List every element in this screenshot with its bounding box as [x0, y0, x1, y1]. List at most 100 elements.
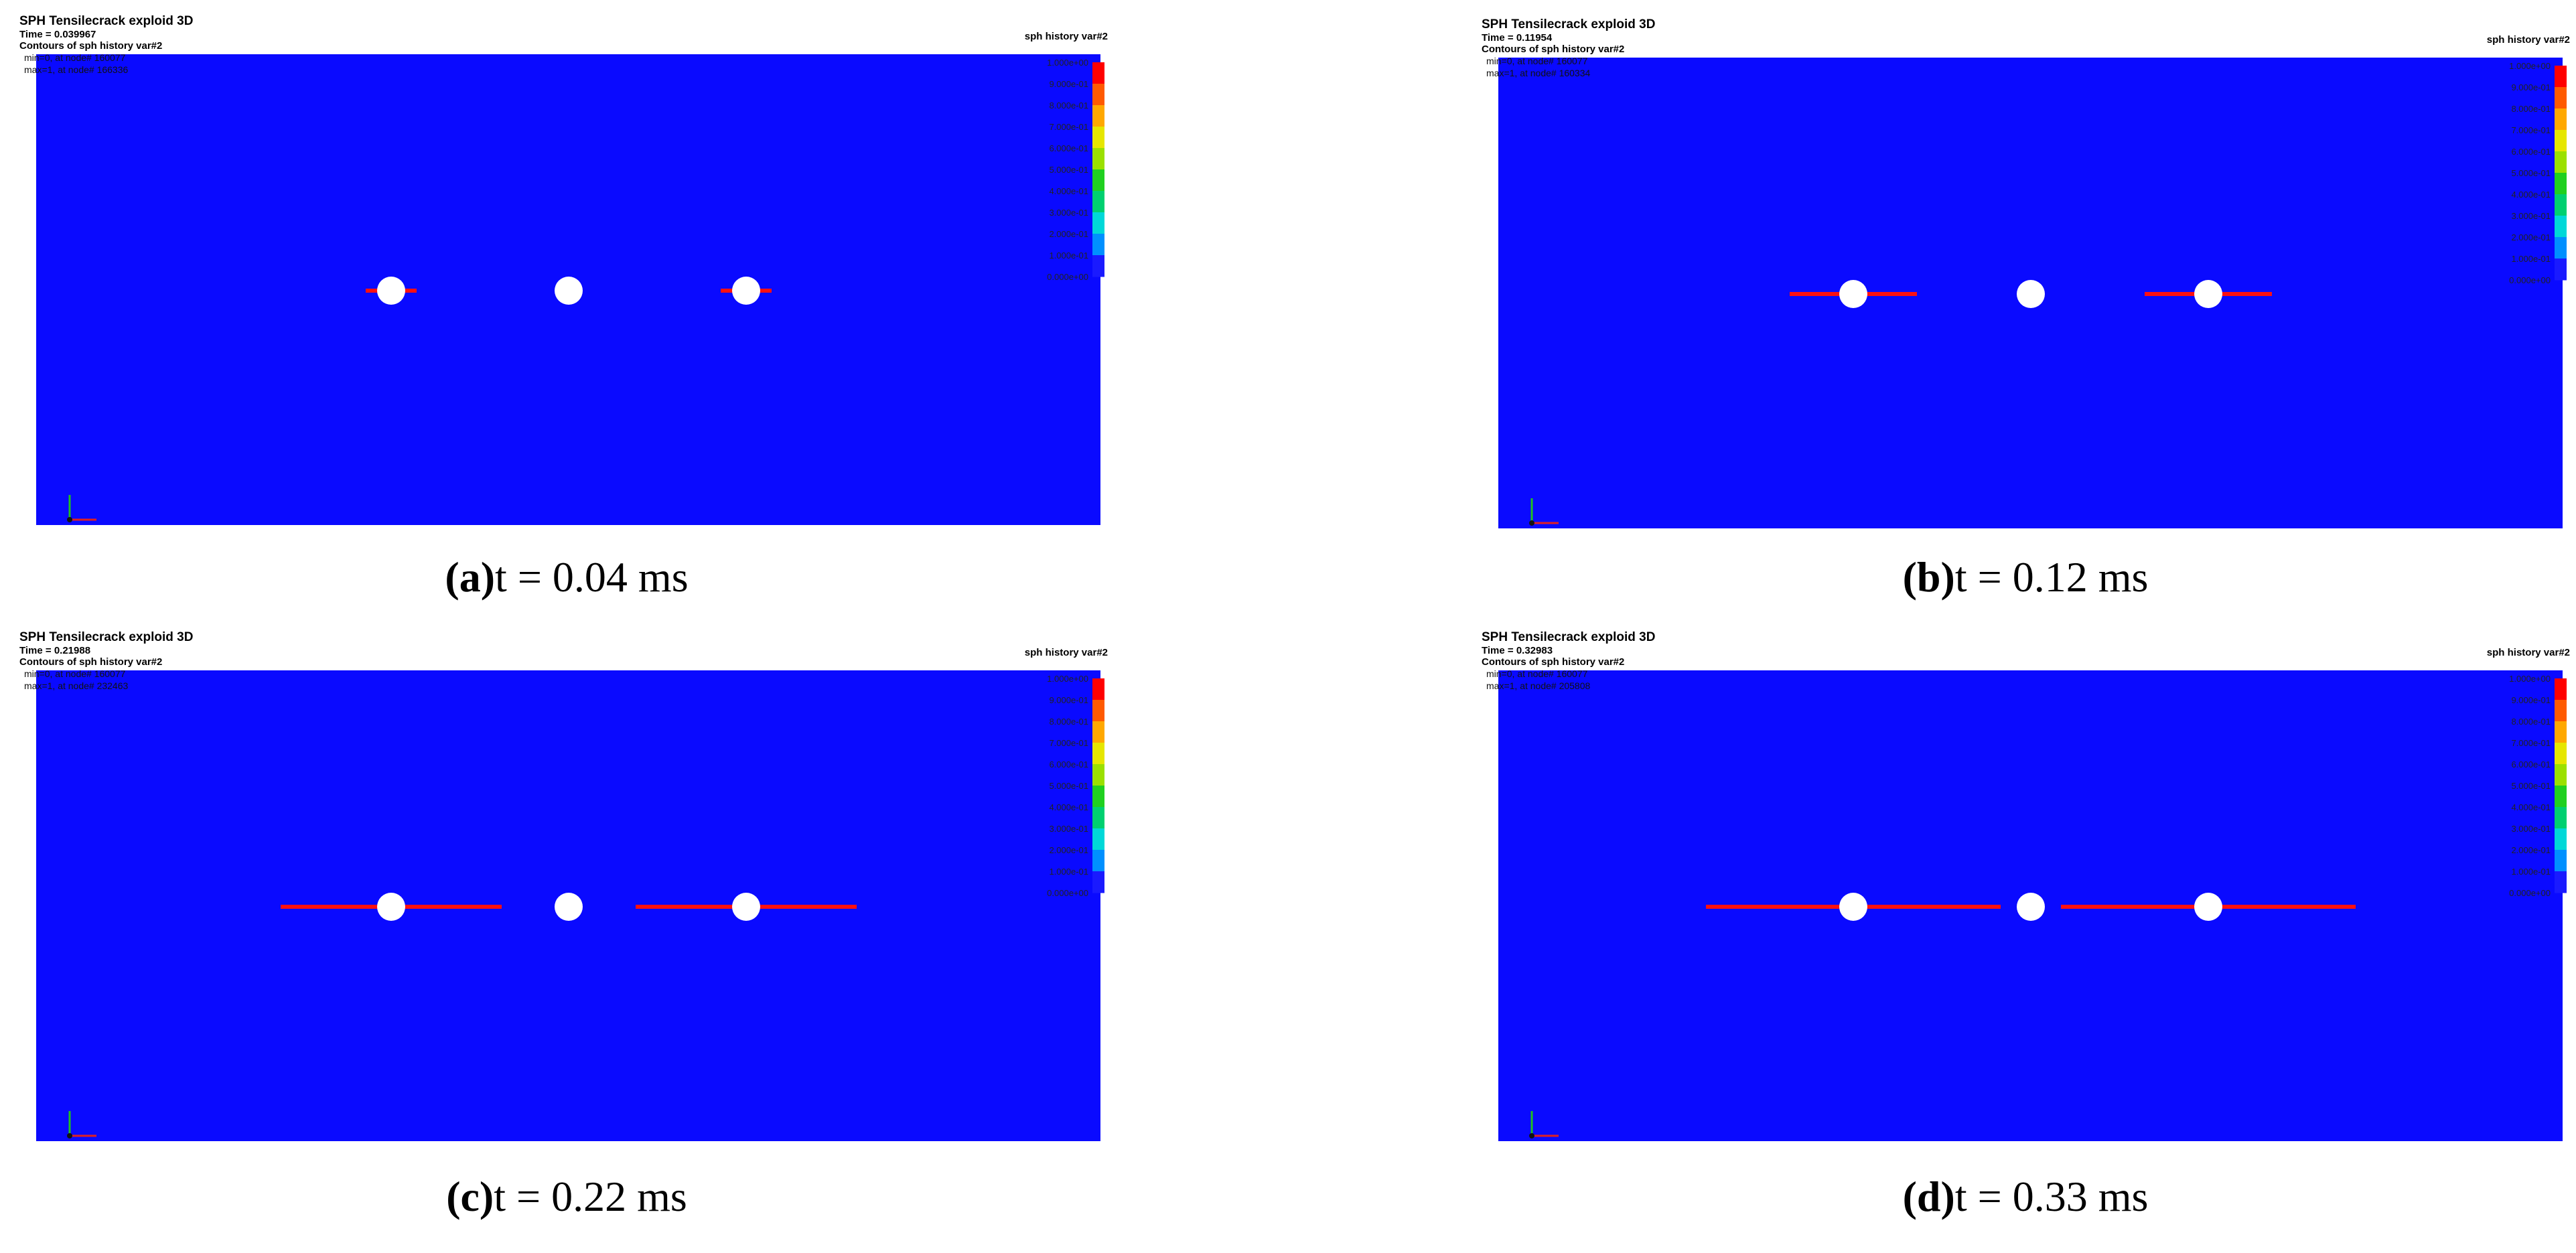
legend-tick-label: 9.000e-01 [2511, 82, 2551, 92]
time-label: Time = 0.11954 [1482, 32, 1553, 44]
legend-tick-label: 8.000e-01 [1049, 717, 1088, 727]
hole [2017, 280, 2045, 308]
legend-swatch [2555, 173, 2567, 195]
legend-tick-label: 4.000e-01 [1049, 802, 1088, 812]
hole [2194, 893, 2222, 921]
caption-label: (c) [446, 1173, 494, 1220]
hole [1839, 893, 1867, 921]
legend-tick-label: 5.000e-01 [1049, 781, 1088, 791]
hole [2017, 893, 2045, 921]
legend-tick-label: 3.000e-01 [1049, 824, 1088, 834]
legend-swatch [1092, 721, 1104, 743]
legend-swatch [2555, 151, 2567, 173]
legend-tick-label: 1.000e+00 [2509, 61, 2551, 71]
legend-swatch [1092, 786, 1104, 808]
legend-swatch [1092, 255, 1104, 277]
time-label: Time = 0.21988 [19, 645, 90, 656]
legend-tick-label: 6.000e-01 [1049, 759, 1088, 769]
legend-swatch [1092, 127, 1104, 149]
legend-swatch [1092, 871, 1104, 893]
legend-swatch [2555, 66, 2567, 88]
legend-tick-label: 1.000e+00 [2509, 674, 2551, 684]
legend-tick-label: 4.000e-01 [1049, 186, 1088, 196]
legend-swatch [1092, 743, 1104, 765]
legend-swatch [1092, 764, 1104, 786]
axis-triad-origin [67, 1133, 72, 1138]
legend-tick-label: 2.000e-01 [1049, 229, 1088, 239]
legend-swatch [2555, 237, 2567, 259]
caption-text: t = 0.04 ms [495, 553, 689, 601]
axis-triad-origin [1529, 520, 1534, 526]
legend-tick-label: 0.000e+00 [2509, 275, 2551, 285]
legend-swatch [1092, 148, 1104, 170]
legend-swatch [1092, 105, 1104, 127]
caption: (d)t = 0.33 ms [1903, 1173, 2149, 1220]
min-label: min=0, at node# 160077 [1486, 56, 1588, 66]
legend-tick-label: 6.000e-01 [2511, 147, 2551, 157]
legend-swatch [2555, 871, 2567, 893]
legend-swatch [1092, 678, 1104, 701]
legend-swatch [2555, 216, 2567, 238]
max-label: max=1, at node# 205808 [1486, 680, 1591, 691]
legend-swatch [1092, 212, 1104, 234]
contour-label: Contours of sph history var#2 [19, 40, 162, 52]
legend-swatch [2555, 828, 2567, 851]
hole [377, 893, 405, 921]
legend-tick-label: 1.000e-01 [2511, 254, 2551, 264]
min-label: min=0, at node# 160077 [1486, 668, 1588, 679]
legend-tick-label: 7.000e-01 [2511, 738, 2551, 748]
contour-label: Contours of sph history var#2 [1482, 656, 1624, 668]
legend-swatch [2555, 764, 2567, 786]
legend-swatch [2555, 130, 2567, 152]
legend-tick-label: 4.000e-01 [2511, 802, 2551, 812]
legend-tick-label: 7.000e-01 [2511, 125, 2551, 135]
legend-swatch [1092, 850, 1104, 872]
contour-label: Contours of sph history var#2 [19, 656, 162, 668]
legend-swatch [2555, 194, 2567, 216]
legend-swatch [1092, 169, 1104, 192]
axis-triad-origin [67, 517, 72, 522]
legend-title: sph history var#2 [1025, 647, 1108, 658]
legend-title: sph history var#2 [2487, 647, 2570, 658]
legend-swatch [2555, 87, 2567, 109]
legend-tick-label: 0.000e+00 [1047, 888, 1088, 898]
legend-tick-label: 7.000e-01 [1049, 738, 1088, 748]
hole [377, 277, 405, 305]
legend-swatch [1092, 807, 1104, 829]
panel-title: SPH Tensilecrack exploid 3D [19, 14, 193, 28]
legend-tick-label: 6.000e-01 [2511, 759, 2551, 769]
legend-swatch [2555, 743, 2567, 765]
min-label: min=0, at node# 160077 [24, 668, 126, 679]
caption-label: (d) [1903, 1173, 1955, 1220]
legend-swatch [2555, 850, 2567, 872]
legend-tick-label: 1.000e+00 [1047, 674, 1088, 684]
legend-tick-label: 9.000e-01 [1049, 695, 1088, 705]
caption-label: (a) [445, 553, 495, 601]
legend-tick-label: 6.000e-01 [1049, 143, 1088, 153]
legend-tick-label: 8.000e-01 [2511, 104, 2551, 114]
legend-swatch [2555, 108, 2567, 131]
hole [1839, 280, 1867, 308]
legend-swatch [1092, 62, 1104, 84]
legend-tick-label: 9.000e-01 [2511, 695, 2551, 705]
hole [732, 893, 760, 921]
legend-tick-label: 4.000e-01 [2511, 190, 2551, 200]
caption: (b)t = 0.12 ms [1903, 553, 2149, 601]
caption-text: t = 0.33 ms [1955, 1173, 2149, 1220]
legend-swatch [2555, 721, 2567, 743]
caption: (c)t = 0.22 ms [446, 1173, 687, 1220]
legend-tick-label: 2.000e-01 [1049, 845, 1088, 855]
legend-tick-label: 5.000e-01 [2511, 168, 2551, 178]
legend-tick-label: 1.000e-01 [1049, 867, 1088, 877]
legend-tick-label: 1.000e-01 [1049, 250, 1088, 261]
max-label: max=1, at node# 232463 [24, 680, 129, 691]
legend-tick-label: 0.000e+00 [1047, 272, 1088, 282]
legend-swatch [2555, 700, 2567, 722]
caption-text: t = 0.22 ms [494, 1173, 687, 1220]
legend-tick-label: 1.000e+00 [1047, 58, 1088, 68]
legend-title: sph history var#2 [2487, 34, 2570, 46]
legend-tick-label: 7.000e-01 [1049, 122, 1088, 132]
